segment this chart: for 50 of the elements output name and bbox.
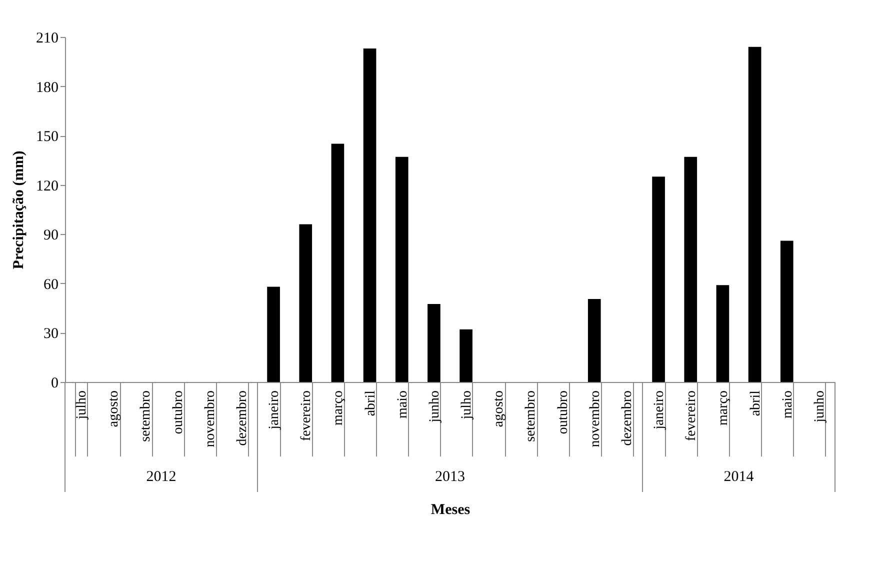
x-tick-label: março	[331, 390, 346, 426]
y-tick-label: 90	[44, 228, 58, 244]
x-tick-label: outubro	[556, 390, 571, 434]
text: 2012	[146, 469, 176, 485]
bar	[460, 329, 472, 382]
x-tick-label: novembro	[202, 390, 218, 448]
y-tick-label: 150	[36, 129, 58, 146]
x-tick-label: julho	[74, 390, 90, 420]
x-tick-label: julho	[460, 390, 475, 420]
y-tick-label: 30	[44, 326, 58, 342]
y-tick-label: 210	[36, 30, 58, 46]
x-tick-label: outubro	[170, 390, 186, 434]
x-tick-label: dezembro	[234, 390, 250, 446]
bar	[780, 240, 794, 382]
bar	[331, 144, 344, 382]
x-tick-label: novembro	[588, 390, 603, 448]
bar	[748, 46, 762, 382]
bar	[267, 286, 280, 382]
y-tick-label: 120	[36, 178, 58, 194]
x-tick-label: junho	[427, 390, 442, 424]
x-tick-label: maio	[395, 390, 410, 418]
text: 2013	[435, 469, 465, 485]
x-tick-label: agosto	[106, 390, 122, 428]
x-tick-label: abril	[748, 390, 764, 416]
bar	[684, 156, 698, 382]
x-tick-label: março	[716, 390, 732, 426]
x-tick-label: janeiro	[267, 390, 282, 430]
y-tick-label: 180	[36, 80, 58, 96]
bar	[363, 48, 376, 382]
x-tick-label: abril	[363, 390, 378, 416]
x-tick-label: agosto	[492, 390, 507, 428]
text: 2014	[724, 469, 754, 485]
bar	[395, 156, 408, 382]
x-tick-label: junho	[812, 390, 828, 424]
bar	[652, 176, 665, 382]
x-axis-title: Meses	[430, 502, 470, 518]
bar	[716, 285, 730, 382]
x-tick-label: janeiro	[652, 390, 668, 430]
bar	[428, 304, 440, 382]
bar	[299, 224, 312, 382]
x-tick-label: maio	[780, 390, 796, 418]
bar	[588, 299, 601, 382]
y-axis-title: Precipitação (mm)	[11, 150, 27, 270]
x-tick-label: setembro	[138, 390, 154, 442]
x-tick-label: setembro	[524, 390, 539, 442]
x-tick-label: dezembro	[620, 390, 635, 446]
y-tick-label: 0	[51, 376, 58, 392]
y-tick-label: 60	[44, 276, 58, 293]
x-tick-label: fevereiro	[299, 390, 314, 442]
x-tick-label: fevereiro	[684, 390, 700, 442]
